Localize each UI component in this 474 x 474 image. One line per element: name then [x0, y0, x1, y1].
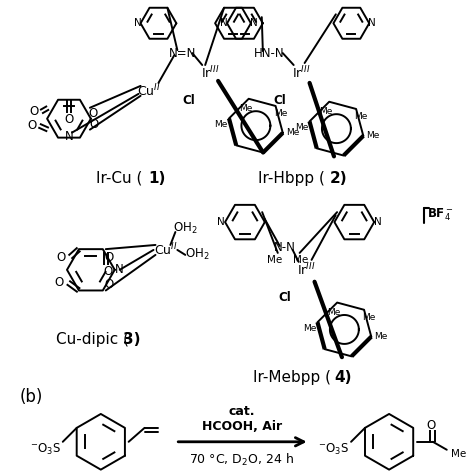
Text: Me: Me — [274, 109, 287, 118]
Text: Me: Me — [328, 308, 341, 317]
Text: Me: Me — [374, 332, 388, 341]
Text: HN-N: HN-N — [254, 46, 284, 60]
Text: Ir-Hbpp (: Ir-Hbpp ( — [258, 171, 325, 186]
Text: $^{-}$O$_3$S: $^{-}$O$_3$S — [30, 442, 61, 457]
Text: N-N: N-N — [274, 241, 296, 255]
Text: N: N — [250, 18, 258, 28]
Text: O: O — [426, 419, 436, 432]
Text: Me: Me — [303, 324, 316, 333]
Text: (b): (b) — [19, 388, 43, 406]
Text: O: O — [29, 105, 39, 118]
Text: 3): 3) — [123, 332, 140, 347]
Text: 70 °C, D$_2$O, 24 h: 70 °C, D$_2$O, 24 h — [190, 452, 294, 468]
Text: N=N: N=N — [169, 46, 196, 60]
Text: Me: Me — [239, 104, 252, 113]
Text: BF$_4^-$: BF$_4^-$ — [427, 207, 454, 223]
Text: O: O — [104, 278, 113, 291]
Text: Me: Me — [355, 112, 368, 121]
Text: Me: Me — [319, 107, 333, 116]
Text: Cl: Cl — [182, 94, 195, 107]
Text: O: O — [103, 264, 112, 277]
Text: O: O — [64, 113, 73, 126]
Text: Ir$^{III}$: Ir$^{III}$ — [292, 64, 311, 81]
Text: Me: Me — [451, 449, 466, 459]
Text: Me: Me — [267, 255, 283, 265]
Text: 2): 2) — [329, 171, 347, 186]
Text: Cu-dipic (: Cu-dipic ( — [56, 332, 129, 347]
Text: Cl: Cl — [278, 291, 291, 304]
Text: Me: Me — [293, 255, 308, 265]
Text: HCOOH, Air: HCOOH, Air — [202, 420, 282, 433]
Text: O: O — [104, 251, 113, 264]
Text: O: O — [89, 118, 99, 131]
Text: 1): 1) — [148, 171, 166, 186]
Text: Me: Me — [214, 120, 228, 129]
Text: N: N — [115, 263, 124, 276]
Text: OH$_2$: OH$_2$ — [185, 247, 210, 263]
Text: OH$_2$: OH$_2$ — [173, 220, 198, 236]
Text: O: O — [55, 276, 64, 289]
Text: N: N — [220, 18, 228, 28]
Text: Ir$^{III}$: Ir$^{III}$ — [201, 64, 219, 81]
Text: Me: Me — [366, 131, 380, 140]
Text: N: N — [368, 18, 376, 28]
Text: N: N — [217, 217, 225, 227]
Text: Ir-Mebpp (: Ir-Mebpp ( — [253, 370, 331, 385]
Text: O: O — [88, 107, 98, 120]
Text: N: N — [64, 130, 73, 143]
Text: 4): 4) — [335, 370, 352, 385]
Text: O: O — [27, 119, 37, 132]
Text: N: N — [134, 18, 141, 28]
Text: N: N — [374, 217, 382, 227]
Text: $^{-}$O$_3$S: $^{-}$O$_3$S — [318, 442, 349, 457]
Text: Ir$^{III}$: Ir$^{III}$ — [297, 262, 316, 278]
Text: Cu$^{II}$: Cu$^{II}$ — [137, 82, 160, 99]
Text: Cl: Cl — [273, 94, 286, 107]
Text: O: O — [56, 251, 66, 264]
Text: Me: Me — [295, 123, 308, 132]
Text: Ir-Cu (: Ir-Cu ( — [95, 171, 142, 186]
Text: cat.: cat. — [229, 405, 255, 419]
Text: Cu$^{II}$: Cu$^{II}$ — [154, 242, 177, 258]
Text: Me: Me — [362, 313, 376, 322]
Text: Me: Me — [286, 128, 300, 137]
